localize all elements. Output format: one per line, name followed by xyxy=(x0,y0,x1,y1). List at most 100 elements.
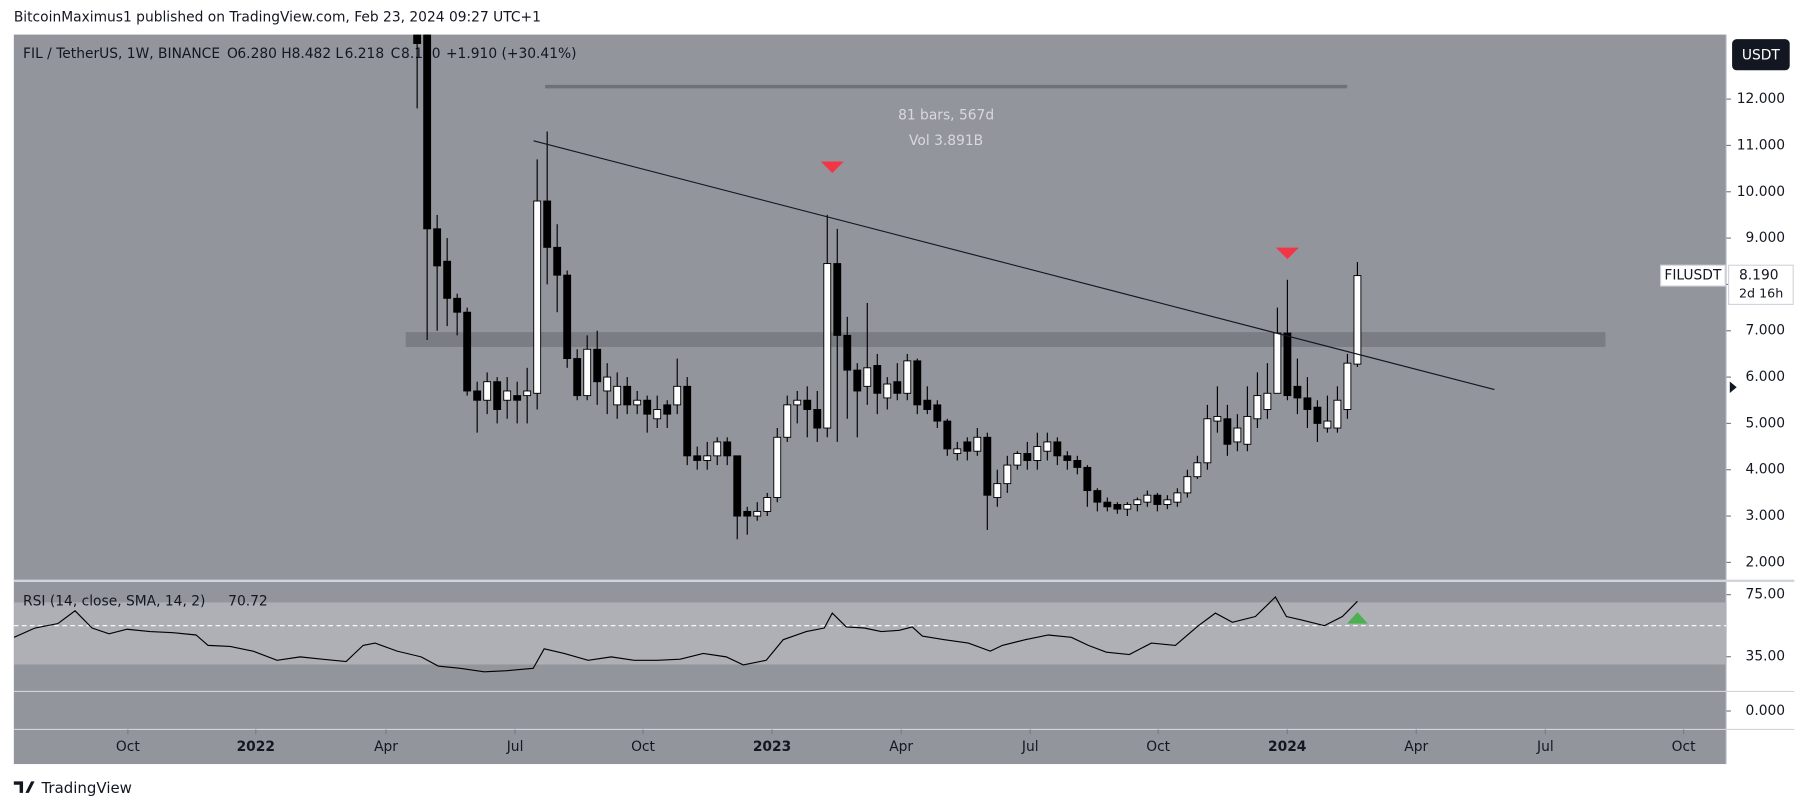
candle-body xyxy=(413,34,422,44)
candle-body xyxy=(423,34,432,230)
candle-body xyxy=(1003,464,1012,485)
x-tick-label: 2023 xyxy=(753,739,791,755)
candle-body xyxy=(793,399,802,406)
y-tick-label: 3.000 xyxy=(1746,508,1786,524)
candle-body xyxy=(753,510,762,517)
ohlc-value: 8.482 xyxy=(292,46,332,62)
y-tick-label: 35.00 xyxy=(1746,649,1786,665)
candle-body xyxy=(1173,492,1182,503)
candle-body xyxy=(813,409,822,429)
y-tick-label: 12.000 xyxy=(1737,91,1785,107)
candle-body xyxy=(863,367,872,387)
candle-body xyxy=(563,274,572,360)
rsi-value: 70.72 xyxy=(228,594,268,610)
x-tick-label: Oct xyxy=(116,739,140,755)
candle-body xyxy=(733,455,742,517)
candle-body xyxy=(1063,455,1072,461)
y-tick-label: 0.000 xyxy=(1746,703,1786,719)
marker-arrow xyxy=(820,161,844,173)
candle-body xyxy=(983,436,992,496)
candle-body xyxy=(1153,494,1162,505)
candle-body xyxy=(433,228,442,267)
candle-body xyxy=(1053,441,1062,457)
candle-body xyxy=(553,246,562,276)
candle-body xyxy=(783,404,792,438)
x-tick-label: 2024 xyxy=(1268,739,1306,755)
candle-body xyxy=(1193,462,1202,478)
candle-body xyxy=(763,497,772,512)
candle-body xyxy=(1303,397,1312,410)
candle-body xyxy=(1163,499,1172,505)
candle-body xyxy=(603,376,612,392)
candle-body xyxy=(1273,332,1282,394)
symbol-box xyxy=(1660,264,1726,287)
currency-button[interactable] xyxy=(1732,39,1790,71)
candle-body xyxy=(933,404,942,422)
change: +1.910 (+30.41%) xyxy=(446,46,577,62)
candle-body xyxy=(483,381,492,401)
measure-bars: 81 bars, 567d xyxy=(898,107,994,123)
ohlc-key: O xyxy=(227,46,238,62)
candle-body xyxy=(1233,427,1242,443)
candle-body xyxy=(923,399,932,410)
candle-body xyxy=(893,381,902,394)
price-label: 8.190 xyxy=(1739,268,1779,284)
candle-body xyxy=(1263,392,1272,410)
candle-body xyxy=(853,369,862,392)
candle-body xyxy=(623,385,632,406)
candle-body xyxy=(1043,441,1052,452)
candle-body xyxy=(1123,504,1132,510)
currency-label[interactable]: USDT xyxy=(1742,47,1781,63)
y-tick-label: 7.000 xyxy=(1746,323,1786,339)
candle-body xyxy=(583,348,592,397)
candle-body xyxy=(873,365,882,394)
price-pane: 81 bars, 567d Vol 3.891B xyxy=(405,34,1606,540)
rsi-band xyxy=(13,602,1727,665)
candle-body xyxy=(1293,385,1302,399)
candle-body xyxy=(593,348,602,383)
byline: BitcoinMaximus1 published on TradingView… xyxy=(14,9,541,25)
candle-body xyxy=(683,385,692,457)
y-tick-label: 6.000 xyxy=(1746,369,1786,385)
candle-body xyxy=(903,360,912,394)
candle-body xyxy=(743,510,752,517)
candle-body xyxy=(533,200,542,394)
symbol-label: FILUSDT xyxy=(1664,268,1722,284)
candle-body xyxy=(503,390,512,401)
candle-body xyxy=(1213,415,1222,422)
scroll-arrow xyxy=(1729,381,1737,393)
candle-body xyxy=(1313,406,1322,424)
candle-body xyxy=(1143,494,1152,503)
candle-body xyxy=(773,436,782,498)
rsi-line xyxy=(13,596,1358,673)
candle-body xyxy=(883,383,892,399)
axes: 2.0003.0004.0005.0006.0007.0008.0009.000… xyxy=(23,91,1794,755)
candle-body xyxy=(713,441,722,457)
x-tick-label: Apr xyxy=(889,739,913,755)
candle-body xyxy=(843,334,852,371)
candle-body xyxy=(653,409,662,420)
candle-body xyxy=(1083,466,1092,492)
countdown: 2d 16h xyxy=(1739,286,1783,301)
candle-body xyxy=(913,360,922,406)
y-tick-label: 9.000 xyxy=(1746,230,1786,246)
ohlc-key: L xyxy=(335,46,343,62)
candle-body xyxy=(1323,420,1332,429)
candle-body xyxy=(1113,504,1122,510)
y-tick-label: 11.000 xyxy=(1737,137,1785,153)
marker-arrow xyxy=(1275,247,1299,260)
candle-body xyxy=(643,399,652,415)
candle-body xyxy=(953,448,962,454)
x-tick-label: Oct xyxy=(631,739,655,755)
x-tick-label: Oct xyxy=(1146,739,1170,755)
candle-body xyxy=(613,385,622,406)
candle-body xyxy=(1013,453,1022,466)
x-tick-label: Apr xyxy=(374,739,398,755)
candle-body xyxy=(693,455,702,461)
candle-body xyxy=(573,358,582,397)
y-tick-label: 5.000 xyxy=(1746,415,1786,431)
candle-body xyxy=(1073,460,1082,468)
marker-arrow xyxy=(1347,612,1368,624)
